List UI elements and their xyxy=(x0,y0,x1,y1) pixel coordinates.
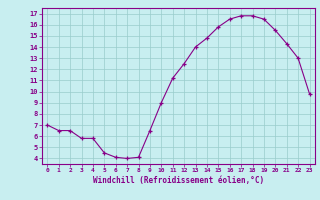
X-axis label: Windchill (Refroidissement éolien,°C): Windchill (Refroidissement éolien,°C) xyxy=(93,176,264,185)
